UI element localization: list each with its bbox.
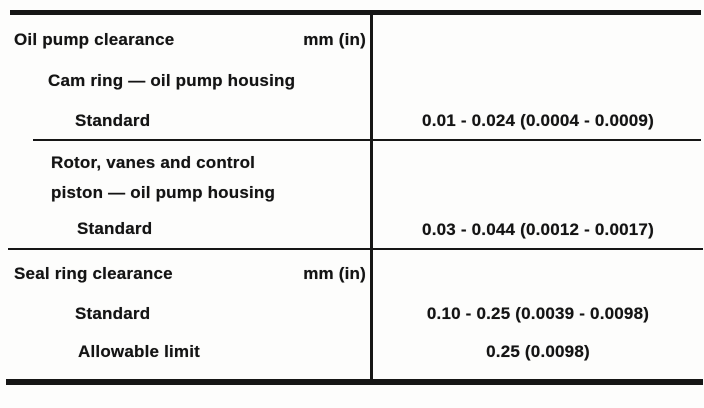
row-label-standard: Standard xyxy=(75,111,151,130)
row-label-standard: Standard xyxy=(75,304,151,323)
row-label-allowable-limit: Allowable limit xyxy=(78,342,201,361)
section-header-oil-pump-clearance: Oil pump clearance mm (in) xyxy=(14,30,366,50)
row-value-seal-ring-standard: 0.10 - 0.25 (0.0039 - 0.0098) xyxy=(426,304,650,323)
column-divider-line xyxy=(370,12,373,381)
subsection-title-cam-ring: Cam ring — oil pump housing xyxy=(48,71,296,90)
table-bottom-border xyxy=(6,379,703,385)
row-value-rotor-standard: 0.03 - 0.044 (0.0012 - 0.0017) xyxy=(422,220,654,239)
row-label-standard: Standard xyxy=(77,219,153,238)
section-header-seal-ring-clearance: Seal ring clearance mm (in) xyxy=(14,264,366,284)
section-title: Seal ring clearance xyxy=(14,264,173,283)
row-divider-cam-ring xyxy=(33,139,701,141)
section-title: Oil pump clearance xyxy=(14,30,175,49)
row-value-cam-ring-standard: 0.01 - 0.024 (0.0004 - 0.0009) xyxy=(422,111,654,130)
row-value-seal-ring-allowable-limit: 0.25 (0.0098) xyxy=(486,342,590,361)
table-top-border xyxy=(10,10,701,15)
subsection-title-rotor-vanes: Rotor, vanes and control piston — oil pu… xyxy=(51,153,276,202)
section-divider-line xyxy=(8,248,703,250)
section-unit: mm (in) xyxy=(303,264,366,283)
section-unit: mm (in) xyxy=(303,30,366,49)
